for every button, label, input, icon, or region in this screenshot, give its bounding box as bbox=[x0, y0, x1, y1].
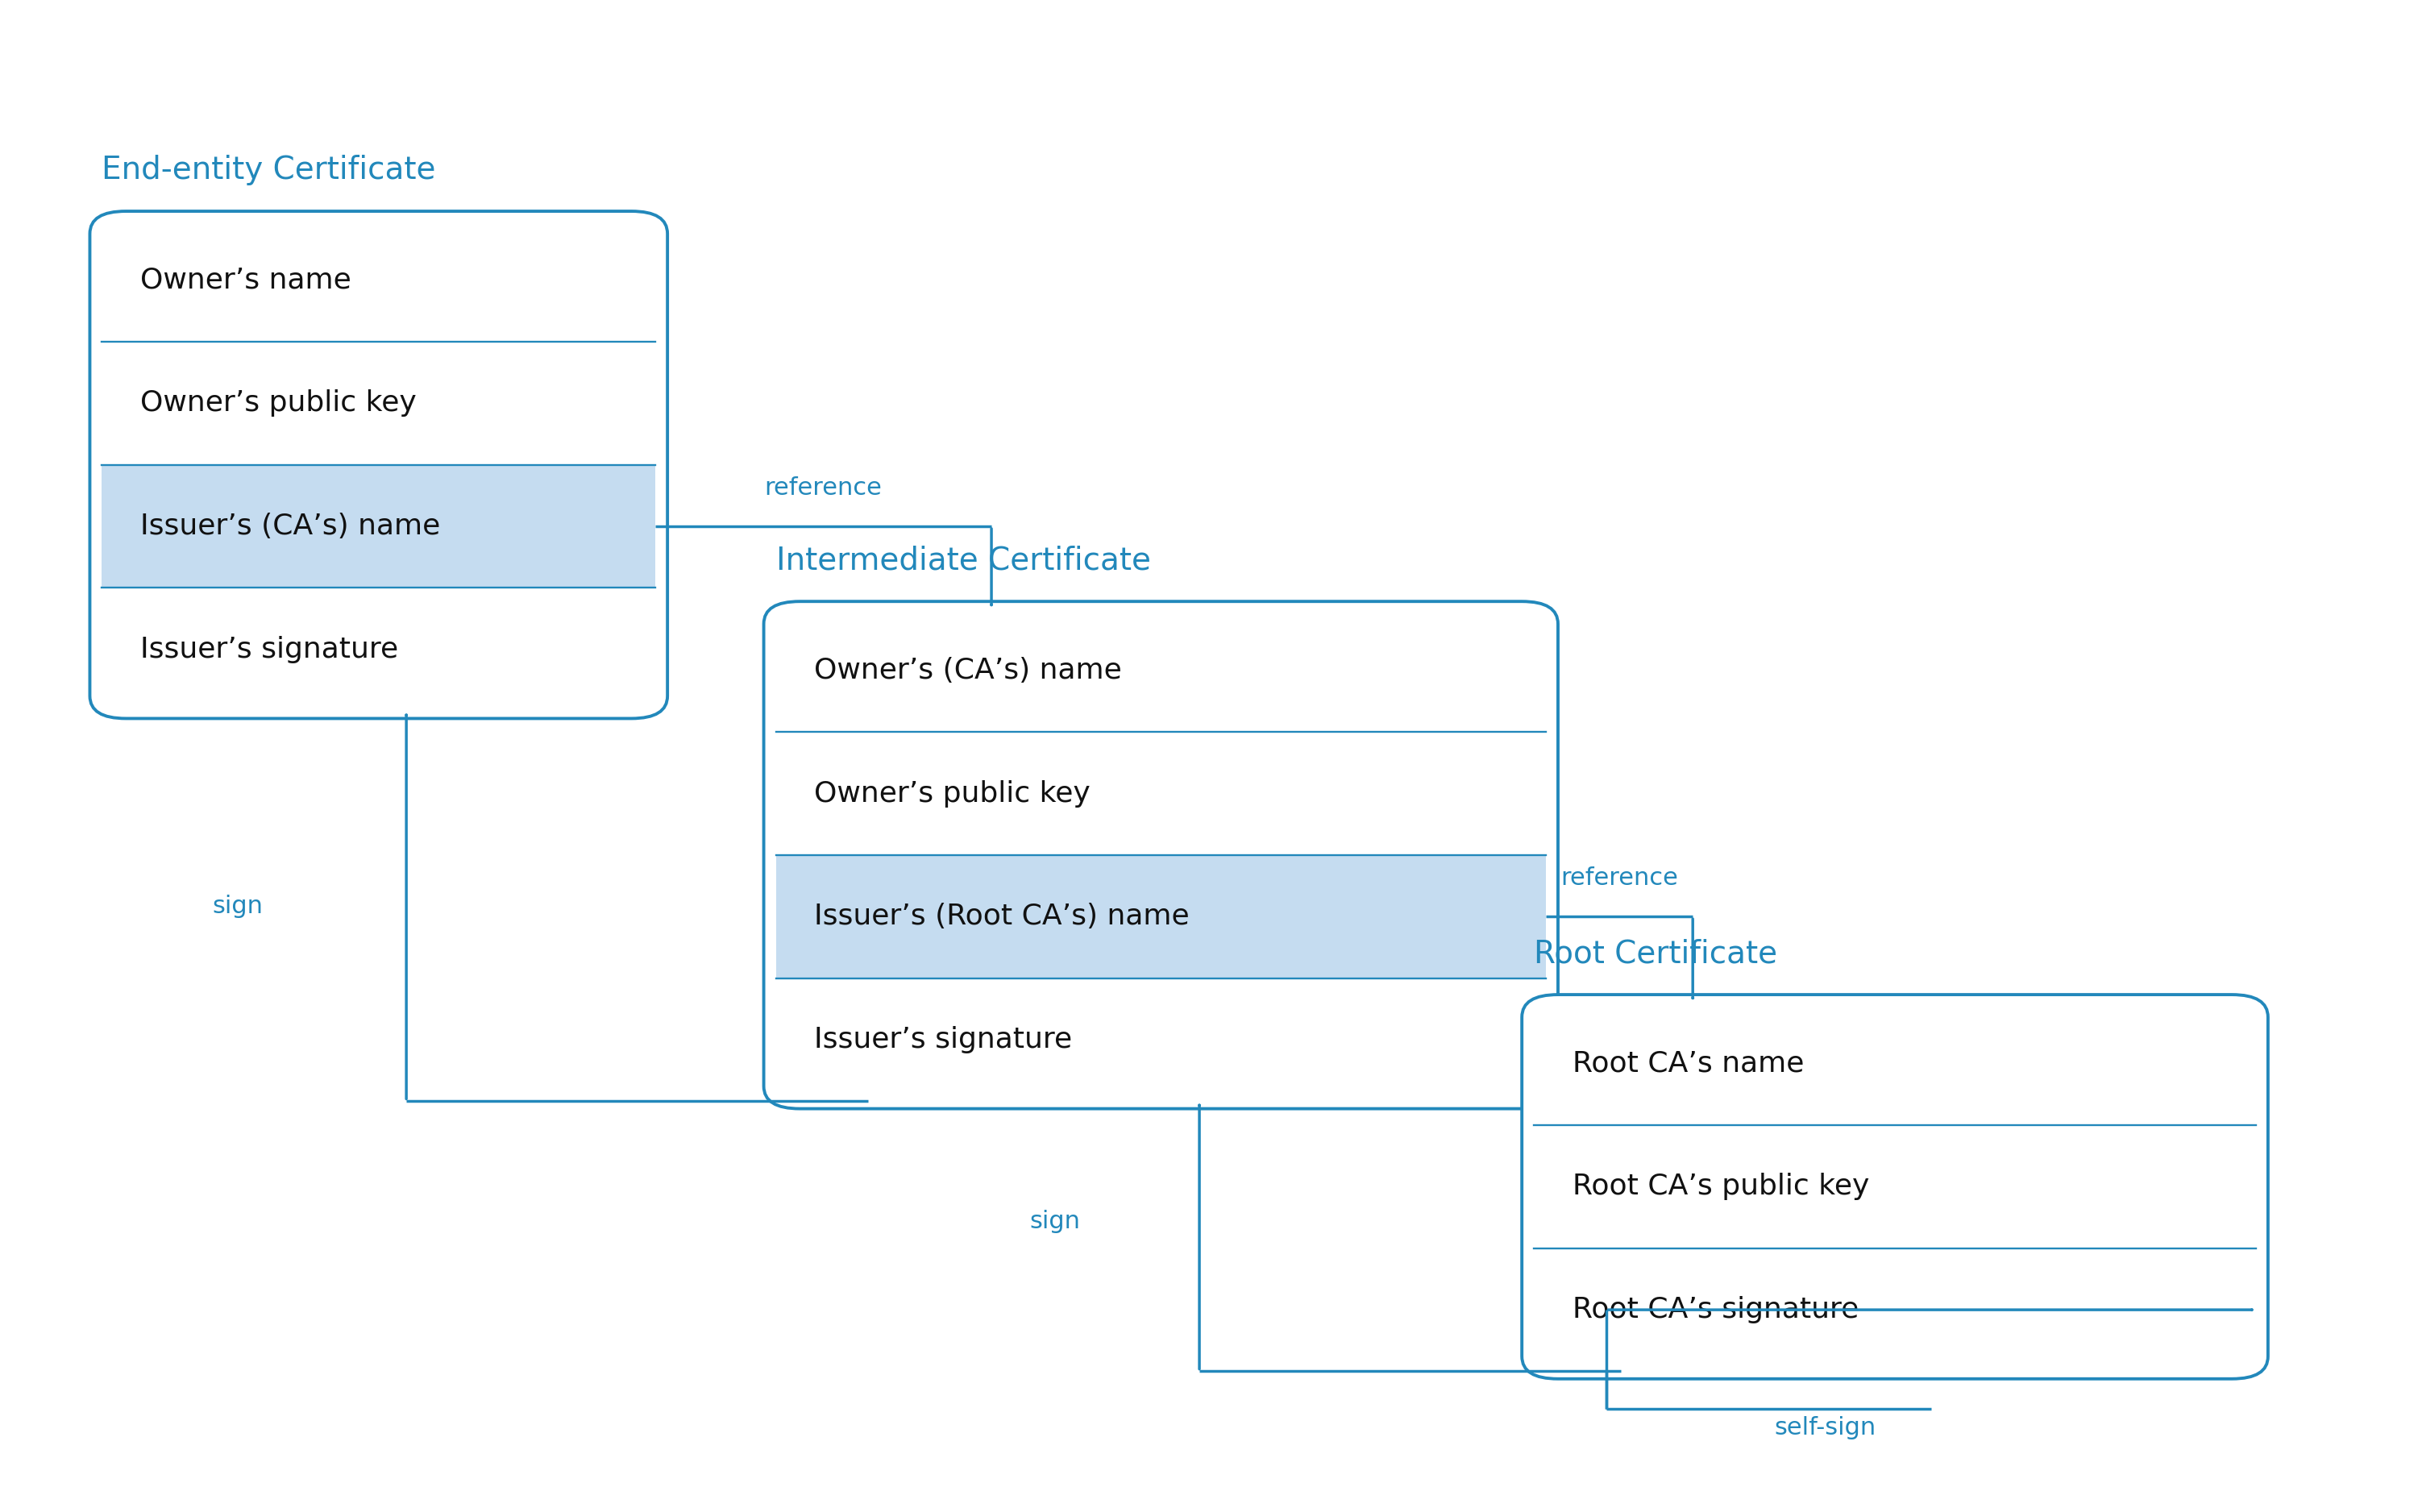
Text: Issuer’s (Root CA’s) name: Issuer’s (Root CA’s) name bbox=[815, 903, 1190, 930]
Text: sign: sign bbox=[1030, 1210, 1081, 1232]
Text: reference: reference bbox=[1560, 866, 1678, 889]
Text: Issuer’s signature: Issuer’s signature bbox=[140, 635, 399, 664]
Text: self-sign: self-sign bbox=[1775, 1417, 1876, 1439]
FancyBboxPatch shape bbox=[764, 602, 1557, 1108]
Text: Issuer’s signature: Issuer’s signature bbox=[815, 1027, 1071, 1054]
Text: Owner’s public key: Owner’s public key bbox=[815, 780, 1091, 807]
Text: End-entity Certificate: End-entity Certificate bbox=[102, 156, 435, 186]
Text: Root Certificate: Root Certificate bbox=[1533, 939, 1777, 969]
FancyBboxPatch shape bbox=[1521, 995, 2268, 1379]
Text: Owner’s name: Owner’s name bbox=[140, 266, 351, 293]
Text: Issuer’s (CA’s) name: Issuer’s (CA’s) name bbox=[140, 513, 440, 540]
Bar bbox=[776, 856, 1545, 978]
Text: Intermediate Certificate: Intermediate Certificate bbox=[776, 546, 1151, 576]
Text: Owner’s public key: Owner’s public key bbox=[140, 390, 416, 417]
Text: reference: reference bbox=[764, 476, 883, 499]
Text: Root CA’s public key: Root CA’s public key bbox=[1572, 1173, 1869, 1201]
Text: sign: sign bbox=[213, 895, 264, 918]
Text: Root CA’s name: Root CA’s name bbox=[1572, 1049, 1804, 1078]
FancyBboxPatch shape bbox=[89, 212, 667, 718]
Text: Root CA’s signature: Root CA’s signature bbox=[1572, 1296, 1859, 1323]
Text: Owner’s (CA’s) name: Owner’s (CA’s) name bbox=[815, 656, 1122, 683]
Bar bbox=[102, 464, 655, 588]
